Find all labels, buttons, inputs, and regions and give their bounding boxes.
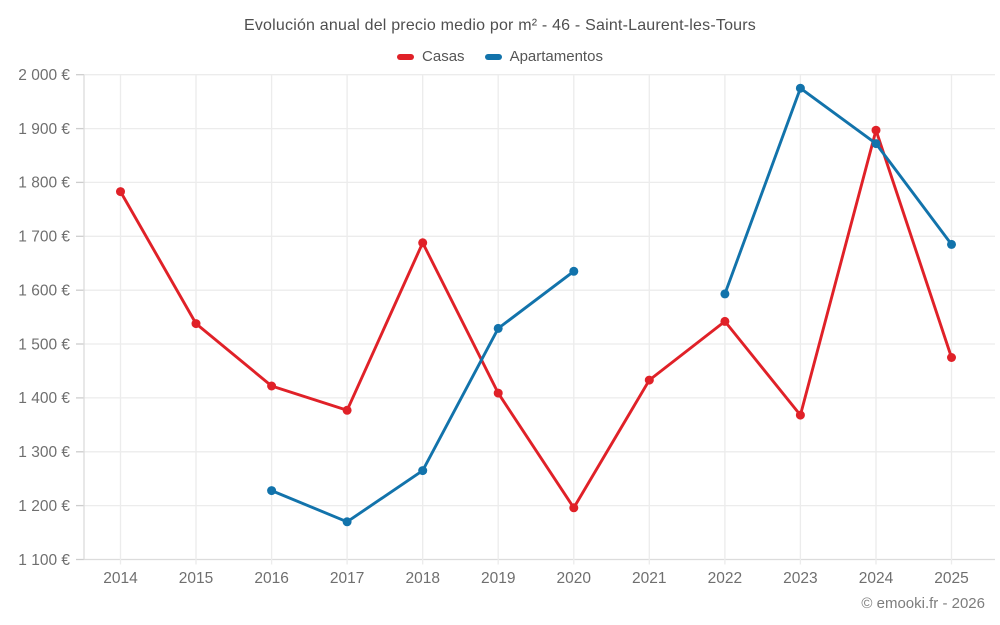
apartamentos-series-swatch-icon [484,53,502,60]
svg-text:1 200 €: 1 200 € [18,498,70,515]
svg-text:1 600 €: 1 600 € [18,283,70,300]
svg-text:2021: 2021 [632,570,666,587]
svg-text:2 000 €: 2 000 € [18,67,70,84]
svg-text:2019: 2019 [481,570,515,587]
svg-text:1 500 €: 1 500 € [18,336,70,353]
svg-text:1 400 €: 1 400 € [18,390,70,407]
svg-text:2024: 2024 [859,570,894,587]
chart-title: Evolución anual del precio medio por m² … [243,17,756,34]
legend-label-casas: Casas [422,48,465,65]
svg-text:2015: 2015 [179,570,213,587]
legend-label-apartamentos: Apartamentos [509,48,603,65]
svg-text:1 700 €: 1 700 € [18,229,70,246]
svg-text:2023: 2023 [783,570,817,587]
svg-text:1 100 €: 1 100 € [18,552,70,569]
svg-text:1 900 €: 1 900 € [18,121,70,138]
svg-text:2014: 2014 [103,570,138,587]
svg-text:1 800 €: 1 800 € [18,175,70,192]
svg-text:2016: 2016 [254,570,288,587]
legend-item-casas[interactable]: Casas [397,48,465,65]
legend: Casas Apartamentos [0,48,1000,65]
copyright-watermark: © emooki.fr - 2026 [861,595,985,612]
svg-text:2017: 2017 [330,570,364,587]
svg-text:2022: 2022 [708,570,742,587]
svg-text:2018: 2018 [405,570,439,587]
legend-item-apartamentos[interactable]: Apartamentos [484,48,603,65]
svg-text:2020: 2020 [557,570,592,587]
svg-text:1 300 €: 1 300 € [18,444,70,461]
casas-series-swatch-icon [397,53,415,60]
svg-text:2025: 2025 [934,570,968,587]
